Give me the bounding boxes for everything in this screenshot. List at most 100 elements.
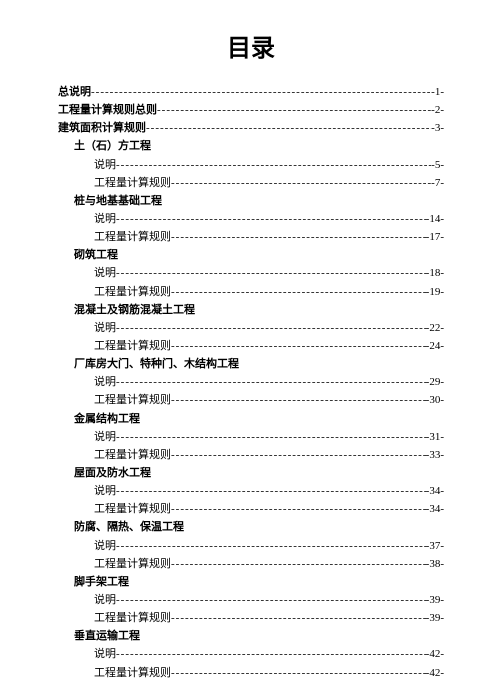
toc-entry: 工程量计算规则总则-------------------------------… <box>58 101 444 119</box>
toc-entry-page: -38- <box>426 555 444 573</box>
toc-entry-page: -5- <box>431 156 444 174</box>
toc-entry: 建筑面积计算规则--------------------------------… <box>58 119 444 137</box>
toc-section-header: 屋面及防水工程 <box>58 464 444 482</box>
toc-leaders: ----------------------------------------… <box>171 664 426 682</box>
toc-leaders: ----------------------------------------… <box>171 391 426 409</box>
toc-entry-label: 工程量计算规则 <box>94 609 171 627</box>
toc-entry: 工程量计算规则---------------------------------… <box>58 391 444 409</box>
toc-leaders: ----------------------------------------… <box>116 373 426 391</box>
toc-leaders: ----------------------------------------… <box>116 645 426 663</box>
toc-entry-label: 说明 <box>94 373 116 391</box>
toc-entry: 说明--------------------------------------… <box>58 537 444 555</box>
toc-entry-label: 工程量计算规则总则 <box>58 101 157 119</box>
toc-leaders: ----------------------------------------… <box>116 319 426 337</box>
toc-section-header: 脚手架工程 <box>58 573 444 591</box>
toc-leaders: ----------------------------------------… <box>171 555 426 573</box>
toc-entry-label: 工程量计算规则 <box>94 174 171 192</box>
toc-entry-label: 建筑面积计算规则 <box>58 119 146 137</box>
toc-entry-label: 说明 <box>94 264 116 282</box>
toc-entry-page: -3- <box>431 119 444 137</box>
toc-leaders: ----------------------------------------… <box>171 174 431 192</box>
toc-entry: 说明--------------------------------------… <box>58 264 444 282</box>
toc-entry: 总说明-------------------------------------… <box>58 83 444 101</box>
toc-section-header: 砌筑工程 <box>58 246 444 264</box>
toc-entry-label: 工程量计算规则 <box>94 391 171 409</box>
toc-entry-page: -34- <box>426 500 444 518</box>
toc-entry: 工程量计算规则---------------------------------… <box>58 446 444 464</box>
toc-section-header: 桩与地基基础工程 <box>58 192 444 210</box>
toc-entry-page: -30- <box>426 391 444 409</box>
toc-entry-label: 总说明 <box>58 83 91 101</box>
toc-entry-page: -42- <box>426 645 444 663</box>
toc-entry-label: 说明 <box>94 156 116 174</box>
toc-entry-label: 说明 <box>94 482 116 500</box>
toc-entry-page: -39- <box>426 591 444 609</box>
toc-entry-page: -39- <box>426 609 444 627</box>
toc-section-header: 垂直运输工程 <box>58 627 444 645</box>
toc-entry-page: -42- <box>426 664 444 682</box>
toc-entry-label: 说明 <box>94 428 116 446</box>
toc-leaders: ----------------------------------------… <box>91 83 431 101</box>
toc-leaders: ----------------------------------------… <box>116 156 431 174</box>
toc-entry-page: -17- <box>426 228 444 246</box>
toc-leaders: ----------------------------------------… <box>116 428 426 446</box>
toc-leaders: ----------------------------------------… <box>171 283 426 301</box>
toc-leaders: ----------------------------------------… <box>146 119 431 137</box>
toc-entry: 工程量计算规则---------------------------------… <box>58 174 444 192</box>
toc-section-header: 防腐、隔热、保温工程 <box>58 518 444 536</box>
toc-entry-page: -7- <box>431 174 444 192</box>
toc-entry-page: -24- <box>426 337 444 355</box>
toc-leaders: ----------------------------------------… <box>116 537 426 555</box>
toc-leaders: ----------------------------------------… <box>171 446 426 464</box>
toc-leaders: ----------------------------------------… <box>116 482 426 500</box>
toc-entry-page: -34- <box>426 482 444 500</box>
toc-entry-page: -22- <box>426 319 444 337</box>
toc-entry: 工程量计算规则---------------------------------… <box>58 664 444 682</box>
toc-entry: 工程量计算规则---------------------------------… <box>58 228 444 246</box>
toc-entry-page: -29- <box>426 373 444 391</box>
toc-entry-label: 工程量计算规则 <box>94 228 171 246</box>
toc-entry-label: 说明 <box>94 210 116 228</box>
toc-entry-label: 工程量计算规则 <box>94 555 171 573</box>
toc-entry: 工程量计算规则---------------------------------… <box>58 283 444 301</box>
toc-entry: 说明--------------------------------------… <box>58 482 444 500</box>
toc-entry-page: -2- <box>431 101 444 119</box>
toc-leaders: ----------------------------------------… <box>116 264 426 282</box>
toc-entry-label: 工程量计算规则 <box>94 283 171 301</box>
toc-entry: 说明--------------------------------------… <box>58 591 444 609</box>
toc-entry: 说明--------------------------------------… <box>58 373 444 391</box>
toc-section-header: 金属结构工程 <box>58 410 444 428</box>
toc-entry: 说明--------------------------------------… <box>58 428 444 446</box>
toc-entry-page: -31- <box>426 428 444 446</box>
toc-entry: 工程量计算规则---------------------------------… <box>58 500 444 518</box>
toc-leaders: ----------------------------------------… <box>171 337 426 355</box>
toc-leaders: ----------------------------------------… <box>171 609 426 627</box>
toc-entry-label: 说明 <box>94 645 116 663</box>
toc-section-header: 土（石）方工程 <box>58 137 444 155</box>
toc-entry: 工程量计算规则---------------------------------… <box>58 609 444 627</box>
toc-leaders: ----------------------------------------… <box>171 500 426 518</box>
toc-entry: 说明--------------------------------------… <box>58 210 444 228</box>
toc-entry: 说明--------------------------------------… <box>58 319 444 337</box>
toc-list: 总说明-------------------------------------… <box>58 83 444 682</box>
toc-leaders: ----------------------------------------… <box>116 210 426 228</box>
toc-entry: 工程量计算规则---------------------------------… <box>58 555 444 573</box>
toc-entry-page: -18- <box>426 264 444 282</box>
toc-entry-label: 说明 <box>94 319 116 337</box>
toc-entry-label: 说明 <box>94 537 116 555</box>
toc-leaders: ----------------------------------------… <box>171 228 426 246</box>
toc-entry-page: -37- <box>426 537 444 555</box>
toc-entry: 说明--------------------------------------… <box>58 156 444 174</box>
toc-entry-label: 工程量计算规则 <box>94 664 171 682</box>
toc-entry-page: -14- <box>426 210 444 228</box>
toc-section-header: 混凝土及钢筋混凝土工程 <box>58 301 444 319</box>
toc-entry: 工程量计算规则---------------------------------… <box>58 337 444 355</box>
toc-entry-label: 工程量计算规则 <box>94 337 171 355</box>
toc-entry-page: -33- <box>426 446 444 464</box>
toc-section-header: 厂库房大门、特种门、木结构工程 <box>58 355 444 373</box>
toc-entry-page: -19- <box>426 283 444 301</box>
toc-entry-page: -1- <box>431 83 444 101</box>
toc-leaders: ----------------------------------------… <box>157 101 431 119</box>
toc-entry: 说明--------------------------------------… <box>58 645 444 663</box>
toc-entry-label: 工程量计算规则 <box>94 500 171 518</box>
